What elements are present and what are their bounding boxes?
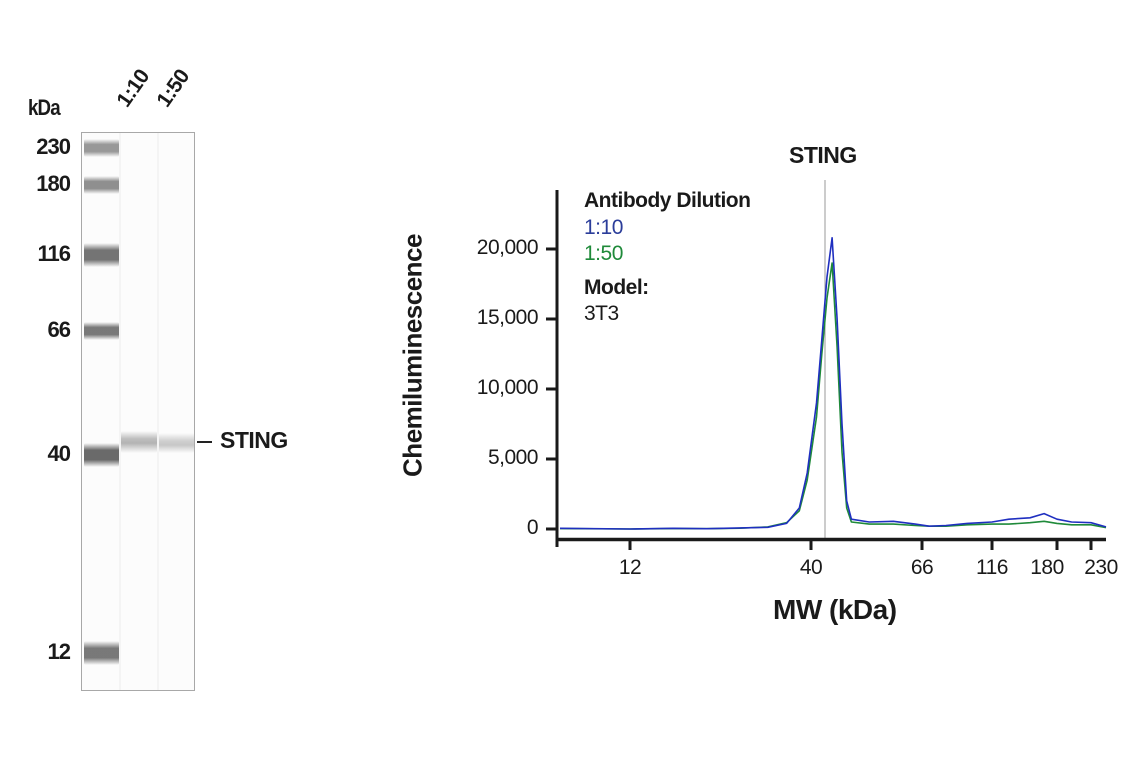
x-tick-marks (628, 539, 1093, 550)
x-tick-label: 180 (1030, 556, 1064, 579)
marker-label-66: 66 (47, 317, 71, 342)
marker-label-116: 116 (37, 241, 72, 266)
y-tick-label: 15,000 (476, 306, 539, 329)
legend-item-1-10: 1:10 (584, 216, 623, 239)
legend-title: Antibody Dilution (584, 189, 751, 212)
blot-unit-label: kDa (28, 95, 61, 120)
sting-band-1-50 (159, 433, 194, 453)
ladder-band-116 (84, 243, 119, 267)
x-tick-label: 12 (618, 556, 642, 579)
y-tick-marks (546, 247, 557, 531)
x-tick-label: 116 (976, 556, 1008, 579)
marker-label-12: 12 (47, 639, 71, 664)
ladder-band-40 (84, 443, 119, 467)
sting-pointer-line (197, 441, 212, 443)
sample-lane-1-10 (121, 133, 157, 690)
series-line-1-50 (559, 262, 1107, 530)
blot-image (81, 132, 195, 691)
ladder-band-66 (84, 322, 119, 340)
lane-separator (119, 133, 121, 690)
x-tick-label: 230 (1084, 556, 1118, 579)
marker-label-230: 230 (36, 134, 71, 159)
ladder-band-180 (84, 176, 119, 194)
ladder-lane (84, 133, 119, 690)
marker-label-40: 40 (47, 441, 71, 466)
series-line-1-10 (559, 237, 1107, 530)
legend-item-1-50: 1:50 (584, 242, 623, 265)
sample-lane-1-50 (159, 133, 194, 690)
x-tick-label: 66 (910, 556, 934, 579)
marker-label-180: 180 (36, 171, 71, 196)
sting-blot-label: STING (220, 427, 288, 453)
y-tick-label: 20,000 (476, 236, 539, 259)
x-tick-label: 40 (799, 556, 823, 579)
ladder-band-230 (84, 139, 119, 157)
sting-band-1-10 (121, 431, 157, 453)
series-layer (559, 237, 1107, 530)
chart-title: STING (789, 142, 857, 168)
lane-separator (157, 133, 159, 690)
x-axis-label: MW (kDa) (773, 594, 897, 625)
y-tick-label: 10,000 (476, 376, 539, 399)
y-tick-label: 0 (526, 516, 539, 539)
ladder-band-12 (84, 641, 119, 665)
y-tick-label: 5,000 (487, 446, 539, 469)
model-value: 3T3 (584, 302, 619, 325)
model-title: Model: (584, 276, 649, 299)
